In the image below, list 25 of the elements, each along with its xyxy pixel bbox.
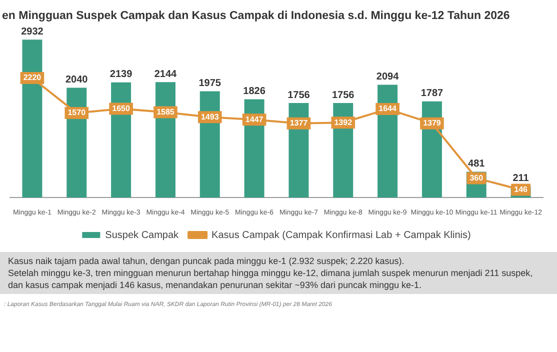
data-label: 1826 [243,86,266,97]
text: Setelah minggu ke-3, tren mingguan menurun bertahap hingga minggu ke-12, dimana jumlah suspek menurun menjadi 211 suspek, dan kasus campak menjadi 146 kasus, menandakan penurunan sekitar ~93% dari puncak minggu ke-1. [8,267,534,291]
bar [66,88,87,198]
bar [111,82,132,198]
data-label: 1756 [288,90,310,101]
data-label: 2040 [66,74,88,86]
data-label: 2144 [154,68,178,80]
data-label: 481 [468,158,486,170]
data-label: 2094 [376,72,400,83]
bar [155,82,176,198]
data-label: 2932 [21,26,44,38]
legend-label: Suspek Campak [105,230,180,241]
bar [244,99,264,198]
data-label: 1975 [198,78,222,89]
bar [22,40,42,198]
bar [333,103,354,198]
data-label: 211 [512,172,530,184]
data-label: 1787 [420,88,444,100]
chart-title: en Mingguan Suspek Campak dan Kasus Campak di Indonesia s.d. Minggu ke-12 Tahun 2026 [1,9,511,22]
bar [288,103,309,198]
text: Kasus naik tajam pada awal tahun, dengan puncak pada minggu ke-1 (2.932 suspek; 2.220 kasus). [8,255,406,267]
legend-label: Kasus Campak (Campak Konfirmasi Lab + Campak Klinis) [212,230,471,241]
bar [200,91,220,198]
data-label: 1756 [332,90,355,101]
data-label: 2139 [110,69,133,80]
